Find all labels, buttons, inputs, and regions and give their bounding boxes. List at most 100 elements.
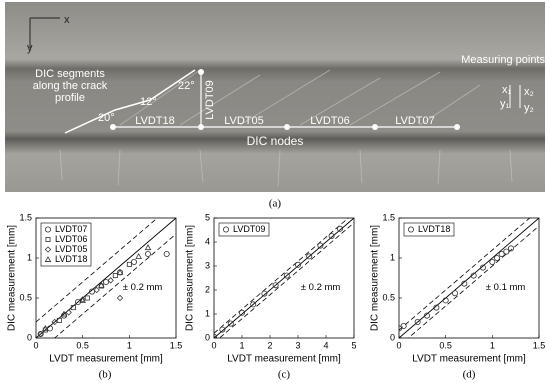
- point: [107, 277, 114, 284]
- x-tick-label: 3: [295, 340, 300, 350]
- point: [498, 250, 505, 257]
- caption: (a): [269, 198, 282, 210]
- point: [219, 326, 226, 333]
- point: [89, 288, 96, 295]
- label: along the crack: [33, 80, 108, 92]
- caption: (b): [99, 369, 112, 381]
- point: [130, 258, 137, 265]
- x-tick-label: 5: [351, 340, 356, 350]
- band-line: [399, 218, 531, 331]
- y-tick-label: 0.5: [19, 292, 32, 302]
- point: [84, 295, 90, 301]
- angle: 20°: [98, 112, 115, 124]
- label: profile: [55, 92, 85, 104]
- point: [433, 304, 440, 311]
- angle: 22°: [178, 80, 195, 92]
- legend-label: LVDT18: [418, 224, 450, 234]
- x-tick-label: 1.5: [533, 340, 546, 350]
- y-tick-label: 1: [205, 308, 210, 318]
- y-tick-label: 1.5: [382, 212, 395, 222]
- plot-frame: [35, 217, 177, 339]
- point: [423, 312, 430, 319]
- point: [116, 294, 124, 302]
- identity-line: [399, 218, 539, 338]
- legend-label: LVDT18: [55, 254, 87, 264]
- caption: (d): [463, 369, 476, 381]
- x-tick-label: 4: [323, 340, 328, 350]
- x-axis-label: LVDT measurement [mm]: [49, 354, 163, 365]
- point: [503, 248, 510, 255]
- point: [238, 309, 245, 316]
- legend-label: LVDT07: [55, 224, 87, 234]
- point: [98, 281, 105, 288]
- point: [126, 261, 132, 267]
- y-tick-label: 4: [205, 236, 210, 246]
- band-line: [54, 233, 176, 338]
- y-axis-label: DIC measurement [mm]: [185, 225, 196, 331]
- label: LVDT07: [395, 115, 435, 127]
- label: LVDT06: [310, 115, 350, 127]
- x-axis-label: LVDT measurement [mm]: [227, 354, 341, 365]
- point: [65, 309, 72, 316]
- y-tick-label: 1.5: [19, 212, 32, 222]
- label: DIC nodes: [247, 134, 304, 148]
- point: [261, 290, 268, 297]
- point: [163, 250, 170, 257]
- y-tick-label: 0: [205, 332, 210, 342]
- point: [214, 333, 217, 338]
- band-label: ± 0.2 mm: [301, 282, 341, 293]
- point: [51, 318, 58, 326]
- point: [93, 286, 100, 294]
- identity-line: [214, 218, 354, 338]
- label: x₂: [524, 86, 534, 98]
- band-label: ± 0.1 mm: [486, 282, 526, 293]
- legend-label: LVDT05: [55, 244, 87, 254]
- point: [479, 264, 486, 271]
- x-tick-label: 0: [396, 340, 401, 350]
- y-axis-label: DIC measurement [mm]: [370, 225, 381, 331]
- band-line: [218, 222, 354, 338]
- point: [250, 301, 257, 308]
- point: [144, 250, 151, 257]
- x-tick-label: 1: [490, 340, 495, 350]
- point: [489, 258, 496, 265]
- photo: x y DIC segments along the crack profile…: [5, 2, 545, 192]
- point: [328, 232, 335, 239]
- point: [407, 226, 414, 233]
- point: [414, 318, 421, 325]
- label: x₁: [502, 84, 512, 96]
- point: [60, 310, 68, 317]
- point: [306, 253, 313, 260]
- point: [461, 280, 468, 287]
- label: y₁: [500, 98, 510, 110]
- point: [451, 290, 458, 297]
- y-tick-label: 0: [27, 332, 32, 342]
- band-line: [36, 218, 158, 323]
- label: y₂: [524, 102, 534, 114]
- axis-x: x: [64, 14, 70, 26]
- band-label: ± 0.2 mm: [123, 282, 163, 293]
- y-tick-label: 1: [390, 252, 395, 262]
- point: [227, 320, 234, 327]
- x-tick-label: 1: [127, 340, 132, 350]
- point: [294, 261, 301, 268]
- y-tick-label: 1: [27, 252, 32, 262]
- x-tick-label: 0: [211, 340, 216, 350]
- point: [222, 226, 229, 233]
- y-axis-label: DIC measurement [mm]: [7, 225, 18, 331]
- y-tick-label: 0: [390, 332, 395, 342]
- point: [44, 256, 52, 262]
- label: LVDT09: [204, 80, 216, 120]
- point: [317, 242, 324, 249]
- point: [103, 278, 110, 285]
- label: Measuring points: [461, 54, 545, 66]
- caption: (c): [278, 369, 291, 381]
- x-axis-label: LVDT measurement [mm]: [412, 354, 526, 365]
- x-tick-label: 0: [33, 340, 38, 350]
- x-tick-label: 1: [239, 340, 244, 350]
- y-tick-label: 5: [205, 212, 210, 222]
- point: [283, 272, 290, 279]
- legend-label: LVDT06: [55, 234, 87, 244]
- point: [56, 317, 62, 323]
